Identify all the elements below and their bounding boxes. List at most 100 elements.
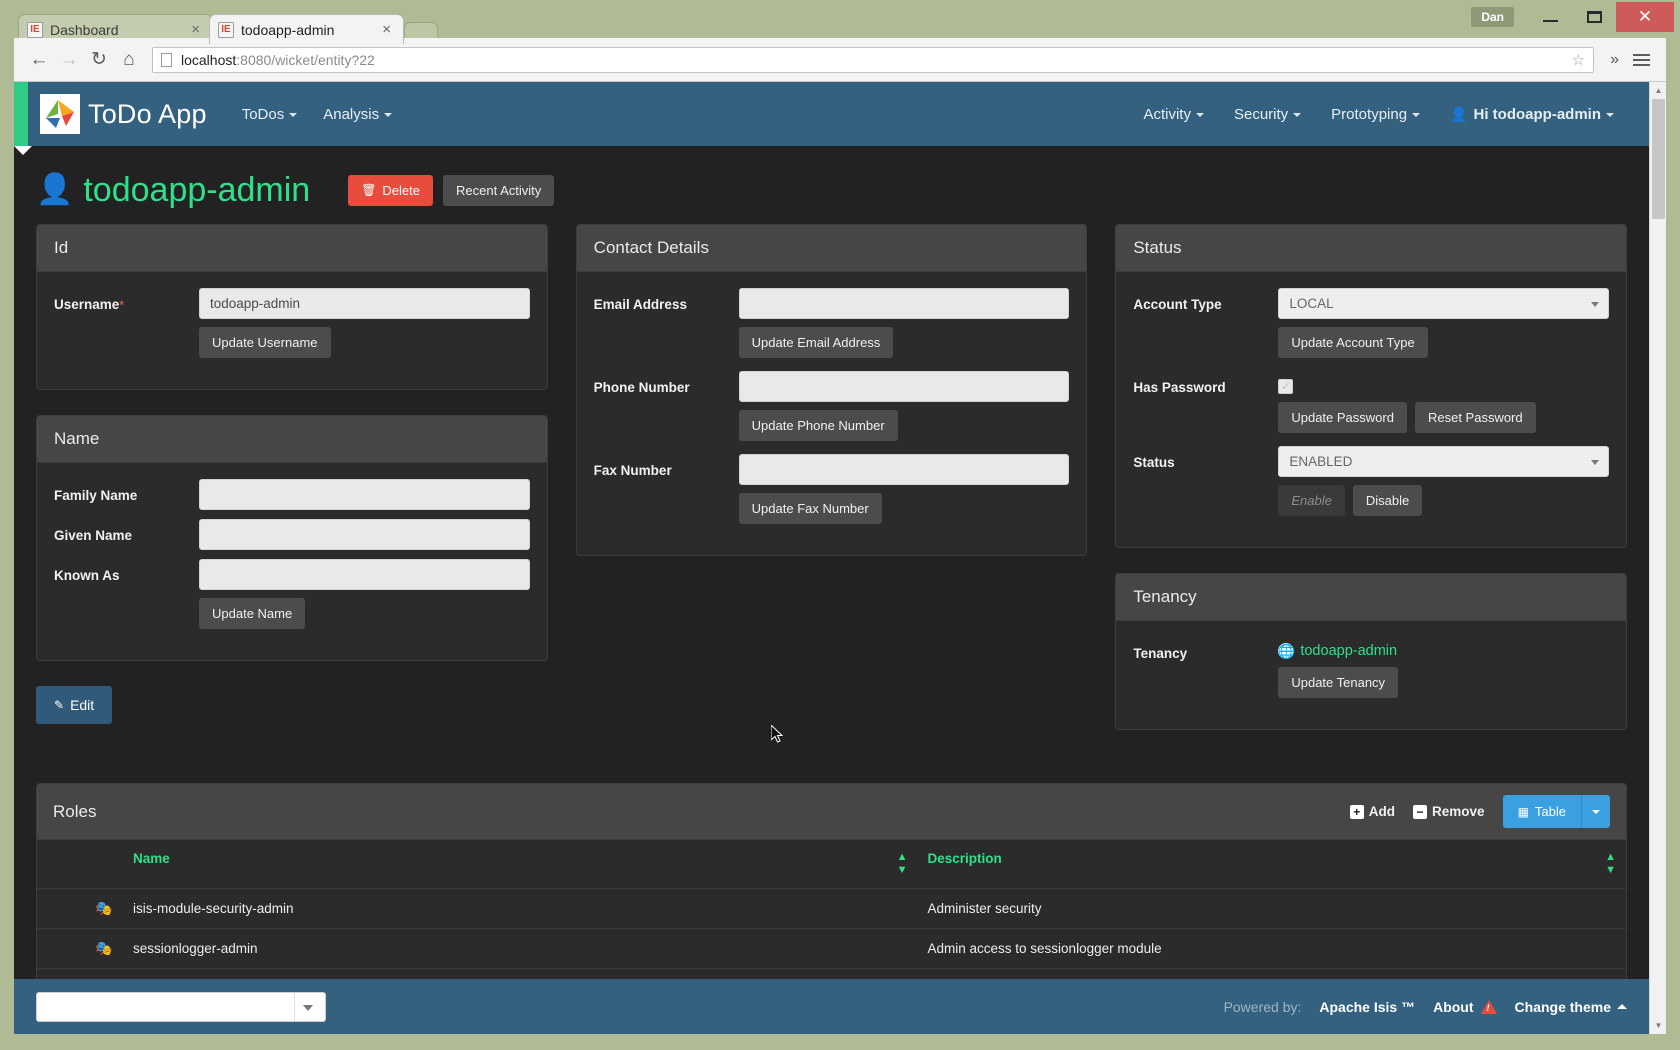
remove-role-button[interactable]: − Remove — [1413, 804, 1485, 819]
cell-name[interactable]: isis-module-security-admin — [123, 888, 918, 930]
panel-status: Status Account Type LOCAL Update Account… — [1115, 224, 1628, 548]
known-as-input[interactable] — [199, 559, 530, 590]
sort-icon[interactable]: ▲ ▼ — [1605, 851, 1616, 877]
table-view-label: Table — [1534, 804, 1566, 819]
browser-tab-todoapp-admin[interactable]: IE todoapp-admin × — [209, 14, 404, 44]
field-control-given-name — [199, 519, 530, 550]
view-switch-dropdown[interactable] — [1581, 795, 1610, 828]
home-icon[interactable]: ⌂ — [123, 48, 135, 70]
phone-number-input[interactable] — [738, 371, 1070, 402]
address-bar[interactable]: localhost :8080/wicket/entity?22 ☆ — [152, 46, 1595, 73]
edit-row: ✎ Edit — [36, 686, 548, 724]
fax-actions: Update Fax Number — [738, 493, 1070, 524]
update-username-button[interactable]: Update Username — [199, 327, 331, 358]
column-header-name[interactable]: Name ▲ ▼ — [123, 840, 918, 890]
table-view-button[interactable]: ▦ Table — [1502, 795, 1581, 828]
nav-item-activity[interactable]: Activity — [1128, 98, 1219, 131]
row-select-cell[interactable] — [37, 928, 85, 970]
update-tenancy-button[interactable]: Update Tenancy — [1278, 667, 1399, 698]
about-label: About — [1433, 998, 1474, 1015]
update-password-button[interactable]: Update Password — [1278, 402, 1407, 433]
row-select-cell[interactable] — [37, 888, 85, 930]
roles-table-header-row: Name ▲ ▼ Description ▲ ▼ — [37, 840, 1626, 890]
scroll-down-icon[interactable]: ▼ — [1650, 1017, 1666, 1034]
tenancy-value: todoapp-admin — [1300, 643, 1398, 659]
mouse-cursor — [771, 725, 784, 743]
reload-icon[interactable]: ↻ — [91, 49, 107, 70]
apache-isis-link[interactable]: Apache Isis ™ — [1319, 998, 1416, 1015]
nav-item-todos[interactable]: ToDos — [229, 98, 311, 131]
brand[interactable]: ToDo App — [40, 94, 207, 134]
navbar-right: Activity Security Prototyping 👤 Hi todoap… — [1128, 98, 1629, 131]
nav-item-analysis[interactable]: Analysis — [310, 98, 405, 131]
forward-icon[interactable]: → — [59, 48, 79, 70]
reset-password-button[interactable]: Reset Password — [1414, 402, 1536, 433]
delete-button[interactable]: 🗑 Delete — [348, 174, 433, 206]
update-phone-number-button[interactable]: Update Phone Number — [738, 410, 898, 441]
roles-toolbar: + Add − Remove ▦ Table — [1349, 795, 1610, 828]
app-logo-icon — [40, 94, 80, 134]
chevron-down-icon — [1293, 112, 1302, 117]
field-fax-number: Fax Number Update Fax Number — [594, 454, 1070, 528]
close-window-button[interactable]: ✕ — [1616, 2, 1674, 32]
field-label-status: Status — [1133, 455, 1175, 470]
window-user-chip[interactable]: Dan — [1471, 7, 1514, 27]
nav-item-user-menu[interactable]: 👤 Hi todoapp-admin — [1435, 98, 1629, 131]
tab-title: todoapp-admin — [241, 21, 335, 38]
edit-button-label: Edit — [70, 697, 95, 713]
about-link[interactable]: About — [1433, 998, 1497, 1015]
app-navbar: ToDo App ToDos Analysis Activity Securit… — [14, 82, 1649, 155]
recent-activity-button[interactable]: Recent Activity — [443, 174, 555, 206]
maximize-button[interactable] — [1572, 4, 1616, 30]
sort-icon[interactable]: ▲ ▼ — [896, 851, 908, 877]
bookmark-star-icon[interactable]: ☆ — [1571, 51, 1586, 69]
cell-name[interactable]: sessionlogger-admin — [123, 928, 918, 970]
chevron-up-icon — [1617, 1004, 1627, 1009]
change-theme-link[interactable]: Change theme — [1515, 999, 1627, 1015]
update-name-button[interactable]: Update Name — [199, 598, 306, 629]
given-name-input[interactable] — [199, 519, 530, 550]
minimize-button[interactable] — [1528, 4, 1572, 30]
account-type-select[interactable]: LOCAL — [1278, 288, 1610, 319]
column-header-description[interactable]: Description ▲ ▼ — [917, 840, 1626, 890]
footer-select[interactable] — [36, 991, 326, 1022]
field-control-phone-number: Update Phone Number — [738, 371, 1070, 445]
family-name-input[interactable] — [199, 479, 530, 510]
field-control-tenancy: 🌐 todoapp-admin Update Tenancy — [1278, 637, 1609, 702]
browser-menu-icon[interactable] — [1627, 53, 1656, 66]
edit-button[interactable]: ✎ Edit — [36, 686, 113, 724]
table-row[interactable]: 🎭 sessionlogger-admin Admin access to se… — [37, 928, 1626, 970]
table-row[interactable]: 🎭 isis-module-security-admin Administer … — [37, 888, 1626, 930]
remove-label: Remove — [1432, 804, 1485, 819]
view-switch-group: ▦ Table — [1502, 795, 1610, 828]
roles-title: Roles — [53, 801, 97, 821]
scrollbar-thumb[interactable] — [1652, 99, 1665, 219]
toolbar-overflow-icon[interactable]: » — [1610, 50, 1619, 68]
field-phone-number: Phone Number Update Phone Number — [594, 371, 1070, 445]
tab-close-icon[interactable]: × — [382, 21, 391, 38]
app-page: ToDo App ToDos Analysis Activity Securit… — [14, 82, 1649, 1034]
tenancy-reference-link[interactable]: 🌐 todoapp-admin — [1278, 637, 1609, 659]
add-label: Add — [1368, 804, 1396, 819]
username-input[interactable]: todoapp-admin — [199, 288, 530, 319]
page-scrollbar[interactable]: ▲ ▼ — [1649, 82, 1666, 1034]
fax-number-input[interactable] — [738, 454, 1070, 485]
update-account-type-button[interactable]: Update Account Type — [1278, 327, 1428, 358]
nav-item-prototyping[interactable]: Prototyping — [1316, 98, 1435, 131]
brand-name: ToDo App — [88, 98, 207, 129]
email-address-input[interactable] — [738, 288, 1070, 319]
status-select[interactable]: ENABLED — [1278, 446, 1610, 477]
has-password-checkbox[interactable]: ✓ — [1278, 379, 1294, 394]
nav-item-security[interactable]: Security — [1219, 98, 1316, 131]
property-columns: Id Username* todoapp-admin Update Userna… — [36, 224, 1628, 755]
back-icon[interactable]: ← — [29, 48, 49, 70]
tab-close-icon[interactable]: × — [191, 21, 200, 38]
panel-name: Name Family Name Given Name — [36, 415, 548, 661]
add-role-button[interactable]: + Add — [1349, 804, 1396, 819]
scroll-up-icon[interactable]: ▲ — [1650, 82, 1666, 99]
update-email-address-button[interactable]: Update Email Address — [738, 327, 894, 358]
disable-button[interactable]: Disable — [1352, 485, 1423, 516]
update-fax-number-button[interactable]: Update Fax Number — [738, 493, 882, 524]
footer-right: Powered by: Apache Isis ™ About Change t… — [1224, 999, 1627, 1015]
row-icon-cell: 🎭 — [85, 888, 123, 930]
